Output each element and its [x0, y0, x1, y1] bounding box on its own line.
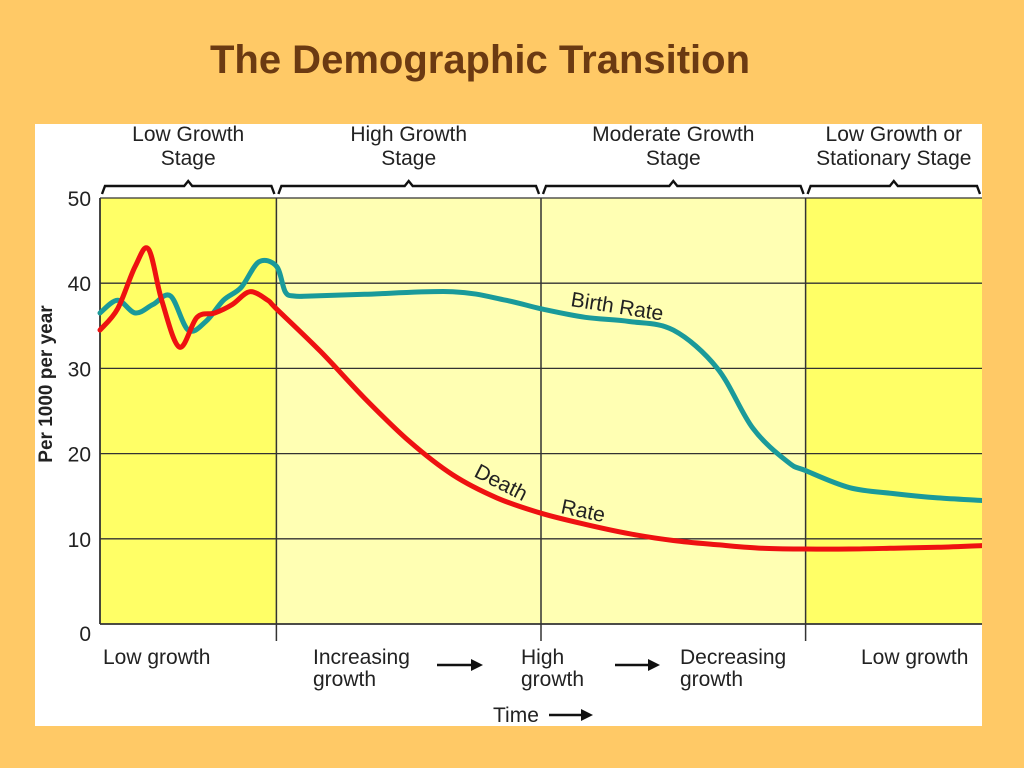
- chart-panel: Low Growth Stage High Growth Stage Moderate …: [35, 123, 985, 727]
- y-tick-label-30: 30: [68, 358, 91, 381]
- stage-background-4: [805, 198, 982, 624]
- stage-bracket-1: [100, 179, 276, 195]
- birth-rate-line: [97, 257, 985, 503]
- stage-dividers: [275, 198, 807, 641]
- stage-label-line2-2: Stage: [381, 147, 436, 170]
- stage-background-1: [100, 198, 277, 624]
- stage-bracket-3: [541, 179, 805, 195]
- y-tick-label-10: 10: [68, 529, 91, 552]
- stage-background-2: [276, 198, 541, 624]
- stage-bracket-4: [806, 179, 982, 195]
- stage-backgrounds: [100, 198, 982, 624]
- stage-label-line2-3: Stage: [646, 147, 701, 170]
- bottom-label-line2-3: growth: [521, 668, 584, 691]
- stage-label-line1-4: Low Growth or: [826, 124, 963, 146]
- stage-label-line1-1: Low Growth: [132, 124, 244, 146]
- stage-label-line1-3: Moderate Growth: [592, 124, 754, 146]
- y-axis-ticks: 0 10 20 30 40 50: [68, 188, 91, 646]
- slide-title: The Demographic Transition: [209, 38, 751, 82]
- y-tick-label-0: 0: [79, 623, 91, 646]
- bottom-label-line1-2: Increasing: [313, 646, 410, 669]
- bottom-label-line2-4: growth: [680, 668, 743, 691]
- bottom-label-line2-2: growth: [313, 668, 376, 691]
- y-tick-label-20: 20: [68, 444, 91, 467]
- death-rate-line: [97, 245, 985, 552]
- series-lines: [97, 245, 985, 552]
- y-tick-label-50: 50: [68, 188, 91, 211]
- bottom-label-line1-1: Low growth: [103, 646, 210, 669]
- stage-label-line1-2: High Growth: [350, 124, 467, 146]
- bottom-label-line1-4: Decreasing: [680, 646, 786, 669]
- y-axis-label: Per 1000 per year: [36, 305, 57, 463]
- arrow-icon-1-head: [471, 659, 483, 671]
- bottom-label-line1-5: Low growth: [861, 646, 968, 669]
- stage-label-line2-4: Stationary Stage: [816, 147, 971, 170]
- stage-label-line2-1: Stage: [161, 147, 216, 170]
- x-axis-label-group: Time: [493, 704, 539, 727]
- time-arrow-icon-head: [581, 709, 593, 721]
- stage-brackets: [100, 179, 982, 195]
- x-axis-label: Time: [493, 704, 539, 726]
- y-tick-label-40: 40: [68, 273, 91, 296]
- bottom-label-line1-3: High: [521, 646, 564, 669]
- arrow-icon-2-head: [648, 659, 660, 671]
- stage-background-3: [541, 198, 806, 624]
- bottom-labels: Low growth IncreasinggrowthHighgrowthDecr…: [103, 646, 968, 721]
- stage-bracket-2: [277, 179, 541, 195]
